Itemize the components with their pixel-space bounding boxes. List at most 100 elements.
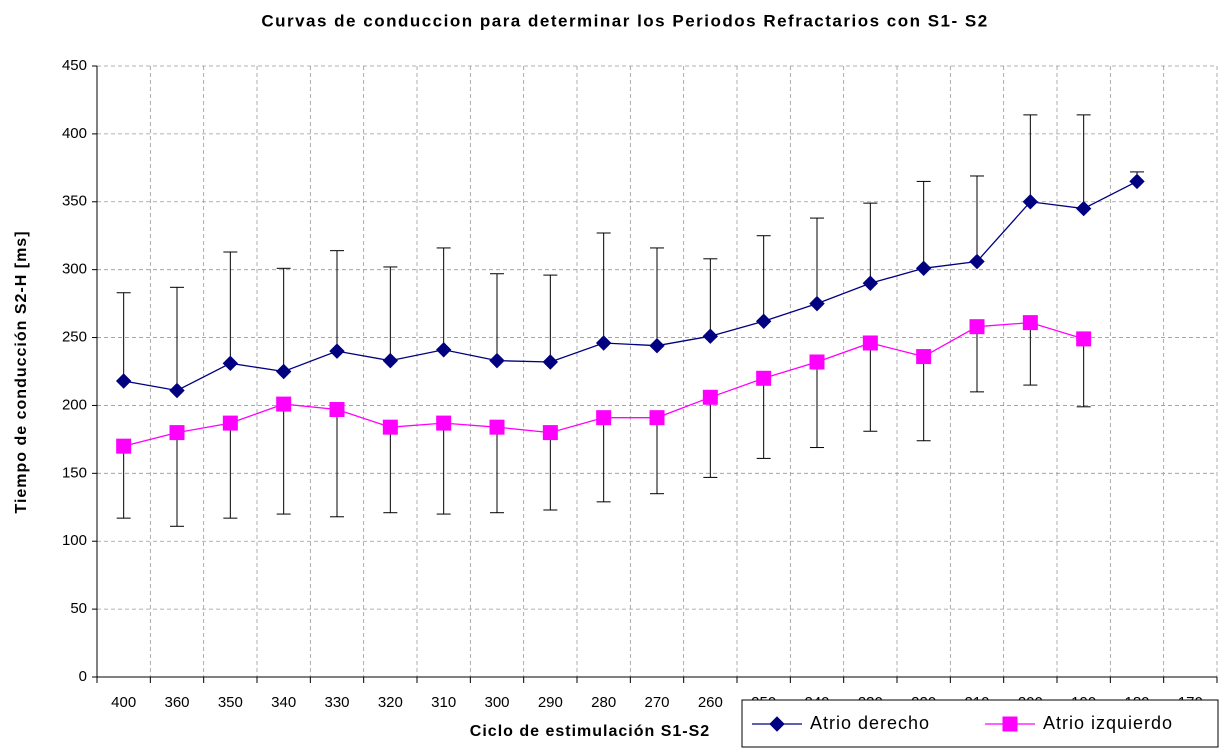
y-tick-label: 50 — [70, 600, 87, 617]
marker — [969, 319, 985, 335]
marker — [1076, 331, 1092, 347]
y-tick-label: 400 — [62, 125, 87, 142]
marker — [329, 402, 345, 418]
error-bar — [970, 326, 984, 393]
error-bar — [436, 423, 451, 515]
error-bar — [170, 286, 184, 391]
marker — [436, 415, 452, 431]
x-tick-label: 350 — [218, 694, 243, 711]
marker — [916, 349, 932, 365]
marker — [116, 438, 132, 454]
error-bar — [703, 397, 718, 478]
marker — [969, 253, 985, 270]
y-tick-label: 300 — [62, 261, 87, 278]
marker — [222, 355, 239, 372]
error-bar — [276, 404, 291, 515]
marker — [382, 419, 398, 435]
x-tick-label: 320 — [378, 694, 403, 711]
error-bar — [490, 427, 504, 514]
marker — [169, 425, 185, 441]
x-tick-label: 360 — [164, 694, 189, 711]
marker — [169, 382, 185, 399]
marker — [276, 396, 292, 412]
marker — [809, 354, 825, 370]
error-bar — [916, 180, 931, 269]
marker — [755, 313, 772, 329]
error-bar — [1023, 322, 1038, 386]
marker — [649, 337, 665, 354]
marker — [542, 425, 558, 441]
error-bar — [543, 432, 558, 511]
error-bar — [863, 202, 878, 284]
chart-title: Curvas de conduccion para determinar los… — [261, 11, 988, 30]
marker — [596, 410, 612, 426]
x-tick-label: 340 — [271, 694, 296, 711]
marker — [435, 342, 452, 358]
marker — [275, 363, 292, 380]
legend-box — [741, 699, 1219, 748]
x-tick-label: 290 — [538, 694, 563, 711]
x-tick-label: 300 — [484, 694, 509, 711]
y-axis-title: Tiempo de conducción S2-H [ms] — [13, 230, 30, 513]
y-tick-label: 200 — [62, 396, 87, 413]
y-tick-label: 0 — [79, 668, 87, 685]
marker — [489, 419, 505, 435]
y-tick-label: 150 — [62, 464, 87, 481]
error-bar — [383, 266, 398, 361]
marker — [809, 295, 825, 312]
marker — [382, 352, 399, 369]
error-bar — [810, 217, 824, 304]
error-bar — [756, 378, 771, 459]
y-tick-label: 250 — [62, 329, 87, 346]
y-tick-label: 100 — [62, 532, 87, 549]
error-bar — [863, 342, 878, 432]
error-bar — [383, 427, 398, 514]
error-bar — [703, 258, 718, 337]
legend-label: Atrio izquierdo — [1043, 713, 1173, 733]
x-tick-label: 330 — [324, 694, 349, 711]
error-bar — [116, 292, 131, 382]
error-bar — [276, 267, 291, 372]
error-bar — [650, 247, 664, 346]
x-tick-label: 310 — [431, 694, 456, 711]
error-bar — [1023, 114, 1038, 202]
error-bar — [170, 432, 184, 527]
error-bar — [916, 356, 931, 442]
error-bar — [116, 446, 131, 519]
marker — [489, 352, 505, 369]
marker — [769, 716, 785, 732]
error-bar — [1076, 114, 1091, 209]
marker — [702, 328, 719, 344]
marker — [1022, 315, 1038, 331]
marker — [915, 260, 932, 277]
marker — [1075, 200, 1092, 217]
error-bar — [650, 417, 664, 495]
error-bar — [810, 361, 824, 449]
marker — [115, 373, 132, 389]
error-bar — [223, 423, 238, 519]
error-bar — [436, 247, 451, 350]
marker — [862, 335, 878, 351]
error-bar — [970, 175, 984, 262]
x-axis-title: Ciclo de estimulación S1-S2 — [470, 723, 710, 740]
error-bar — [596, 417, 611, 503]
marker — [542, 354, 559, 370]
marker — [862, 275, 879, 291]
marker — [222, 415, 238, 431]
x-tick-label: 270 — [644, 694, 669, 711]
marker — [1002, 716, 1018, 732]
marker — [1022, 194, 1039, 210]
error-bar — [330, 409, 344, 518]
marker — [649, 410, 665, 426]
marker — [702, 389, 718, 405]
x-tick-label: 260 — [698, 694, 723, 711]
legend: Atrio derecho Atrio izquierdo — [741, 699, 1219, 748]
error-bar — [756, 235, 771, 322]
error-bar — [543, 274, 558, 362]
marker — [756, 370, 772, 386]
series-line — [123, 180, 1138, 392]
marker — [1129, 173, 1145, 190]
y-tick-label: 450 — [62, 57, 87, 74]
error-bar — [490, 273, 504, 361]
y-tick-label: 350 — [62, 193, 87, 210]
